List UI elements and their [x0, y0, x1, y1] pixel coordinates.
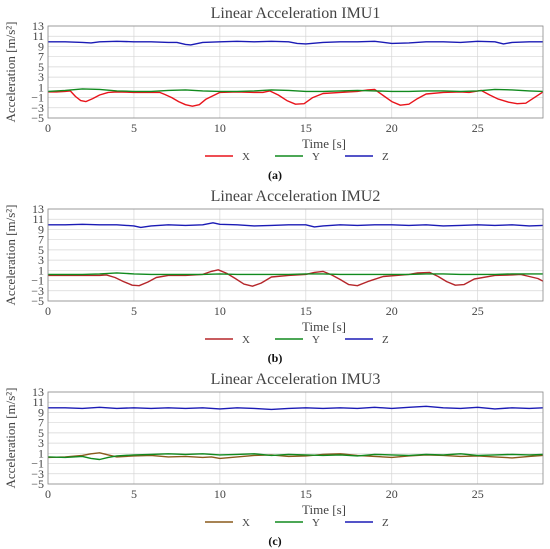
x-tick-label: 5	[131, 121, 137, 135]
y-tick-label: 11	[32, 395, 44, 409]
y-tick-label: 1	[38, 446, 44, 460]
y-tick-label: 1	[38, 80, 44, 94]
plot-frame	[47, 391, 544, 485]
y-tick-label: 3	[38, 436, 44, 450]
x-tick-label: 10	[214, 487, 226, 501]
y-tick-label: −3	[31, 467, 44, 481]
y-tick-label: −1	[31, 457, 44, 471]
y-tick-label: 7	[38, 233, 44, 247]
y-tick-label: −3	[31, 284, 44, 298]
y-tick-label: 5	[38, 243, 44, 257]
x-tick-label: 0	[45, 487, 51, 501]
y-tick-label: 11	[32, 212, 44, 226]
y-tick-label: 5	[38, 60, 44, 74]
y-tick-label: 9	[38, 39, 44, 53]
x-tick-label: 5	[131, 304, 137, 318]
x-tick-label: 20	[386, 304, 398, 318]
series-line-z	[48, 405, 543, 411]
legend-label-z: Z	[382, 334, 389, 346]
y-tick-label: 1	[38, 263, 44, 277]
series-line-z	[48, 222, 543, 229]
legend-label-x: X	[242, 334, 250, 346]
y-tick-label: 11	[32, 29, 44, 43]
legend-label-y: Y	[312, 151, 320, 163]
legend-label-z: Z	[382, 151, 389, 163]
x-tick-label: 20	[386, 487, 398, 501]
legend-label-z: Z	[382, 517, 389, 529]
y-tick-label: 13	[32, 19, 44, 33]
y-axis-label: Acceleration [m/s²]	[3, 388, 18, 489]
y-tick-label: 9	[38, 405, 44, 419]
y-axis-label: Acceleration [m/s²]	[3, 205, 18, 306]
y-tick-label: −5	[31, 294, 44, 308]
plot-frame	[47, 25, 544, 119]
x-tick-label: 15	[300, 487, 312, 501]
series-line-y	[48, 88, 543, 93]
legend-label-x: X	[242, 151, 250, 163]
y-tick-label: 5	[38, 426, 44, 440]
chart-title: Linear Acceleration IMU3	[211, 371, 381, 388]
x-tick-label: 25	[472, 121, 484, 135]
y-tick-label: 7	[38, 416, 44, 430]
y-tick-label: −1	[31, 274, 44, 288]
y-tick-label: −1	[31, 91, 44, 105]
series-line-y	[48, 453, 543, 461]
y-tick-label: 3	[38, 253, 44, 267]
legend-label-x: X	[242, 517, 250, 529]
x-tick-label: 10	[214, 121, 226, 135]
chart-panel-2: Linear Acceleration IMU2−5−3−11357911130…	[3, 188, 544, 365]
panel-caption: (b)	[268, 351, 283, 365]
y-tick-label: −5	[31, 477, 44, 491]
y-tick-label: 9	[38, 222, 44, 236]
y-tick-label: 13	[32, 202, 44, 216]
x-tick-label: 5	[131, 487, 137, 501]
x-axis-label: Time [s]	[302, 319, 346, 334]
chart-panel-3: Linear Acceleration IMU3−5−3−11357911130…	[3, 371, 544, 548]
x-tick-label: 20	[386, 121, 398, 135]
x-tick-label: 15	[300, 121, 312, 135]
chart-title: Linear Acceleration IMU2	[211, 188, 381, 205]
y-tick-label: 7	[38, 50, 44, 64]
legend-label-y: Y	[312, 334, 320, 346]
x-tick-label: 10	[214, 304, 226, 318]
x-tick-label: 0	[45, 304, 51, 318]
y-axis-label: Acceleration [m/s²]	[3, 22, 18, 123]
legend-label-y: Y	[312, 517, 320, 529]
series-line-y	[48, 272, 543, 276]
panel-caption: (a)	[268, 168, 282, 182]
plot-frame	[47, 208, 544, 302]
series-line-x	[48, 88, 543, 107]
y-tick-label: 3	[38, 70, 44, 84]
x-tick-label: 25	[472, 487, 484, 501]
x-tick-label: 15	[300, 304, 312, 318]
chart-title: Linear Acceleration IMU1	[211, 5, 381, 22]
x-tick-label: 0	[45, 121, 51, 135]
series-line-x	[48, 269, 543, 287]
y-tick-label: −3	[31, 101, 44, 115]
chart-panel-1: Linear Acceleration IMU1−5−3−11357911130…	[3, 5, 544, 182]
x-axis-label: Time [s]	[302, 502, 346, 517]
x-axis-label: Time [s]	[302, 136, 346, 151]
y-tick-label: 13	[32, 385, 44, 399]
panel-caption: (c)	[268, 534, 281, 548]
series-line-z	[48, 40, 543, 46]
y-tick-label: −5	[31, 111, 44, 125]
x-tick-label: 25	[472, 304, 484, 318]
